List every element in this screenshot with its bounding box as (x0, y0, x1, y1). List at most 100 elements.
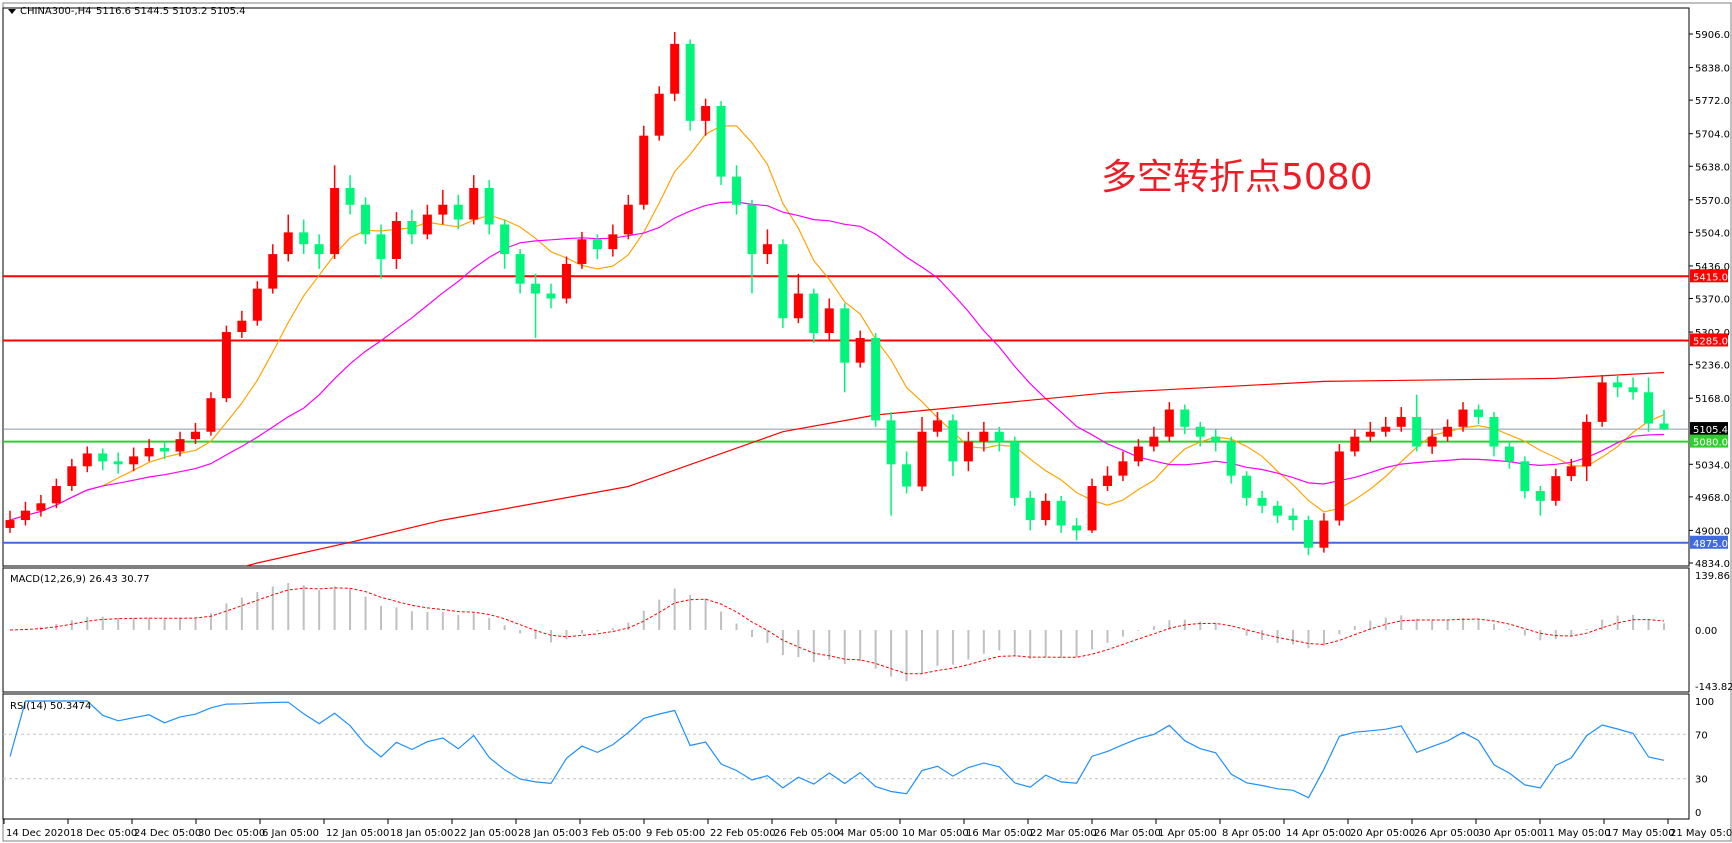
ma-mid-line (9, 201, 1665, 521)
candle-body (963, 441, 973, 462)
candle-body (1303, 520, 1313, 548)
candle-body (824, 308, 834, 334)
ma-fast-line (9, 125, 1665, 521)
macd-title: MACD(12,26,9) 26.43 30.77 (10, 574, 150, 585)
chart-annotation: 多空转折点5080 (1101, 157, 1373, 198)
time-tick-label: 20 Apr 05:00 (1350, 828, 1415, 839)
time-tick-label: 22 Feb 05:00 (710, 828, 776, 839)
candle-body (1025, 497, 1035, 521)
candle-body (1242, 475, 1252, 498)
candle-body (252, 288, 262, 321)
candle-body (51, 486, 61, 504)
candle-body (1458, 409, 1468, 427)
candle-body (407, 221, 417, 235)
candle-body (654, 93, 664, 136)
ohlc-readout: 5116.6 5144.5 5103.2 5105.4 (96, 6, 246, 17)
candle-body (283, 232, 293, 255)
candle-body (531, 283, 541, 294)
rsi-tick-label: 70 (1695, 730, 1708, 741)
candle-body (1056, 500, 1066, 526)
candle-body (670, 43, 680, 94)
time-tick-label: 1 Apr 05:00 (1158, 828, 1217, 839)
candle-body (1427, 436, 1437, 447)
price-tick-label: 5436.0 (1695, 262, 1730, 273)
candle-body (716, 106, 726, 177)
candle-body (469, 187, 479, 220)
candle-body (1180, 409, 1190, 427)
time-tick-label: 10 Mar 05:00 (902, 828, 969, 839)
candle-body (1474, 409, 1484, 417)
candle-body (809, 293, 819, 334)
price-tick-label: 4968.0 (1695, 493, 1730, 504)
time-tick-label: 16 Mar 05:00 (966, 828, 1033, 839)
level-label-bg (1690, 333, 1728, 347)
level-label-bg (1690, 269, 1728, 283)
candle-body (82, 453, 92, 467)
candle-body (732, 176, 742, 205)
time-tick-label: 24 Dec 05:00 (134, 828, 201, 839)
macd-tick-label: -143.82 (1695, 682, 1732, 693)
candle-body (1133, 446, 1143, 462)
macd-tick-label: 139.86 (1695, 571, 1730, 582)
candle-body (237, 320, 247, 333)
price-tick-label: 4900.0 (1695, 526, 1730, 537)
rsi-line (9, 700, 1665, 799)
candle-body (1504, 446, 1514, 462)
candle-body (762, 244, 772, 255)
time-tick-label: 3 Feb 05:00 (582, 828, 641, 839)
level-label: 5285.0 (1693, 336, 1728, 347)
price-tick-label: 5638.0 (1695, 162, 1730, 173)
price-tick-label: 5236.0 (1695, 361, 1730, 372)
candle-body (1319, 520, 1329, 548)
time-tick-label: 9 Feb 05:00 (646, 828, 705, 839)
price-tick-label: 5906.0 (1695, 30, 1730, 41)
candle-body (345, 187, 355, 205)
time-tick-label: 21 May 05:00 (1670, 828, 1732, 839)
macd-tick-label: 0.00 (1695, 626, 1717, 637)
candle-body (1072, 525, 1082, 531)
candle-body (1412, 416, 1422, 447)
price-tick-label: 5168.0 (1695, 394, 1730, 405)
time-tick-label: 8 Apr 05:00 (1222, 828, 1281, 839)
time-tick-label: 12 Jan 05:00 (326, 828, 389, 839)
candle-body (778, 244, 788, 319)
candle-body (1350, 436, 1360, 452)
candle-body (376, 234, 386, 260)
time-tick-label: 28 Jan 05:00 (518, 828, 581, 839)
candle-body (1644, 392, 1654, 424)
candle-body (20, 510, 30, 521)
rsi-tick-label: 30 (1695, 775, 1708, 786)
rsi-tick-label: 0 (1695, 808, 1701, 819)
collapse-triangle-icon[interactable] (8, 9, 16, 14)
candle-body (500, 224, 510, 255)
candle-body (36, 503, 46, 511)
candle-body (5, 520, 15, 528)
candle-body (932, 420, 942, 432)
candle-body (1149, 436, 1159, 447)
level-label: 5080.0 (1693, 438, 1728, 449)
candle-body (1257, 497, 1267, 506)
candle-body (1164, 409, 1174, 437)
candle-body (1010, 441, 1020, 498)
price-tick-label: 5772.0 (1695, 96, 1730, 107)
price-tick-label: 4834.0 (1695, 559, 1730, 570)
candle-body (1087, 486, 1097, 531)
candle-body (1365, 431, 1375, 437)
time-tick-label: 14 Apr 05:00 (1286, 828, 1351, 839)
candle-body (1613, 382, 1623, 388)
candle-body (206, 398, 216, 432)
candle-body (1118, 461, 1128, 476)
candle-body (221, 332, 231, 399)
time-tick-label: 26 Feb 05:00 (774, 828, 840, 839)
candle-body (840, 308, 850, 363)
time-tick-label: 26 Apr 05:00 (1414, 828, 1479, 839)
rsi-tick-label: 100 (1695, 697, 1714, 708)
price-tick-label: 5034.0 (1695, 460, 1730, 471)
level-label-bg (1690, 422, 1728, 436)
candle-body (1041, 500, 1051, 521)
candle-body (160, 448, 170, 452)
candle-body (299, 232, 309, 245)
